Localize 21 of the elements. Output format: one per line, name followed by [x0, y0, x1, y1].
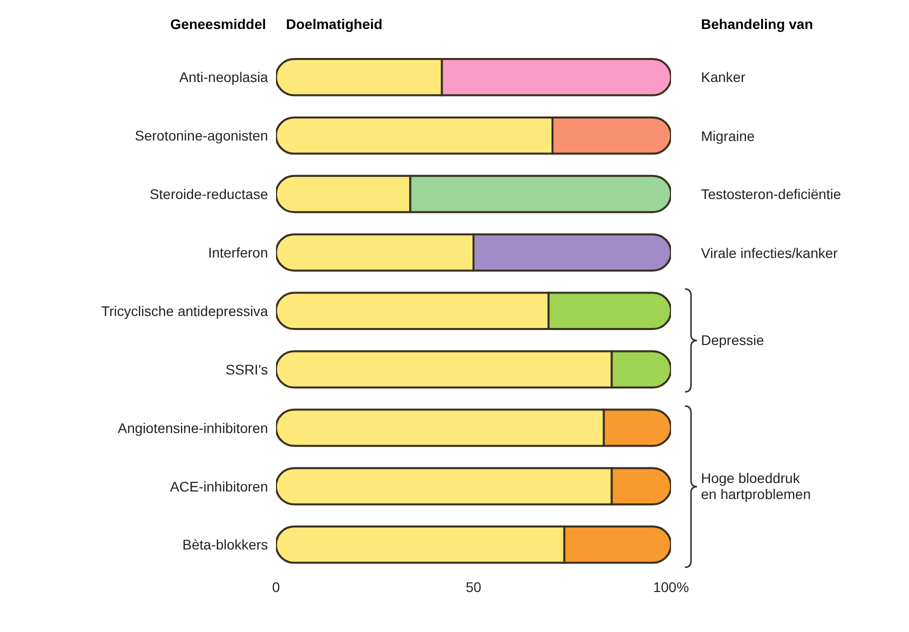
x-tick-label: 0	[272, 578, 280, 595]
y-tick-label: Steroide-reductase	[150, 186, 268, 202]
text: Behandeling van	[701, 16, 814, 32]
y-tick-label: Anti-neoplasia	[179, 69, 268, 86]
text: Kanker	[701, 69, 746, 86]
y-tick-label: ACE-inhibitoren	[170, 478, 268, 494]
y-tick-label: Serotonine-agonisten	[134, 128, 268, 144]
text: Migraine	[701, 128, 756, 144]
y-tick-label: SSRI's	[226, 361, 268, 378]
y-tick-label: Bèta-blokkers	[182, 536, 268, 553]
x-tick-label: 100%	[653, 578, 689, 595]
text: Testosteron-deficiëntie	[701, 186, 842, 202]
y-axis-title: Geneesmiddel	[170, 16, 266, 32]
y-tick-label: Angiotensine-inhibitoren	[118, 420, 268, 436]
text: Hoge bloeddruk en hartproblemen	[701, 470, 812, 502]
x-tick-label: 50	[466, 578, 482, 595]
text: Virale infecties/kanker	[701, 244, 839, 261]
text: Depressie	[701, 332, 766, 348]
y-tick-label: Interferon	[208, 244, 268, 261]
y-tick-label: Tricyclische antidepressiva	[101, 302, 268, 319]
chart-title: Doelmatigheid	[286, 16, 382, 32]
